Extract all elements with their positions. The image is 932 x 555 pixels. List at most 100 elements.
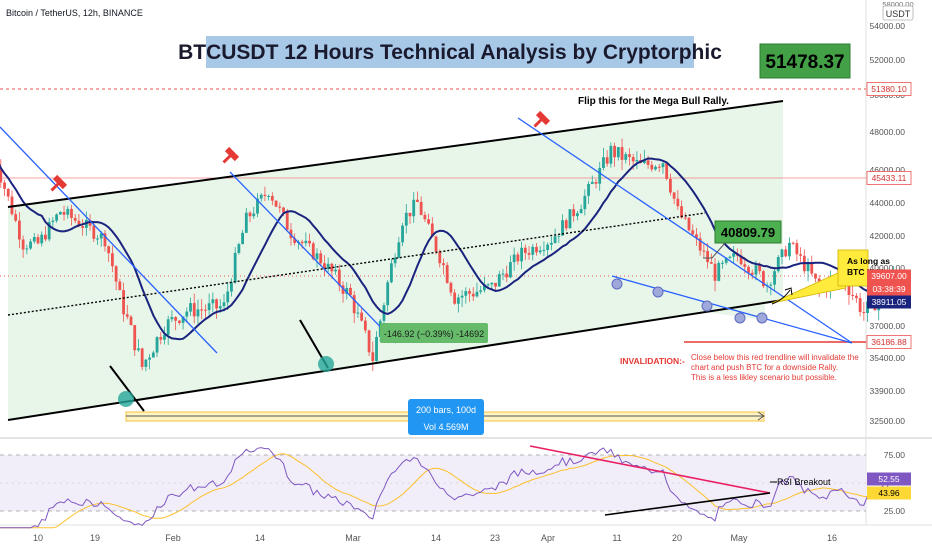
candle xyxy=(241,229,244,245)
candle-body xyxy=(304,240,308,244)
trendline-feb[interactable] xyxy=(229,171,397,344)
channel-lower-line[interactable] xyxy=(7,299,784,421)
candle-body xyxy=(542,249,546,251)
candle xyxy=(799,247,802,262)
candle xyxy=(479,285,483,295)
candle-body xyxy=(285,212,289,230)
candle-body xyxy=(6,188,10,197)
price-scale[interactable]: 54000.0052000.0050000.0048000.0046000.00… xyxy=(866,21,912,516)
candle-body xyxy=(412,199,416,217)
candle-body xyxy=(449,282,453,293)
candle xyxy=(416,191,419,203)
candle xyxy=(55,213,58,223)
candle-body xyxy=(747,266,750,273)
candle xyxy=(58,211,62,215)
candle-body xyxy=(613,145,616,158)
price-badge xyxy=(866,171,912,185)
candle-body xyxy=(791,242,795,244)
candle xyxy=(133,324,137,357)
candle-body xyxy=(635,160,639,162)
candle xyxy=(795,239,799,262)
candle xyxy=(151,350,155,358)
candle xyxy=(103,230,107,252)
title-box xyxy=(206,36,694,68)
price-tick-label: 46000.00 xyxy=(870,165,906,175)
currency-badge[interactable] xyxy=(882,5,914,21)
candle-body xyxy=(226,291,230,303)
swing-line-jan xyxy=(109,365,145,412)
candle xyxy=(501,268,505,281)
candle-body xyxy=(479,290,483,292)
candle-body xyxy=(706,250,709,263)
time-tick-label: Feb xyxy=(165,533,181,543)
candle xyxy=(196,299,200,324)
candle-body xyxy=(204,309,207,311)
mid-target-text: 40809.79 xyxy=(721,225,775,240)
candle xyxy=(390,258,393,284)
candle-body xyxy=(810,263,814,274)
time-tick-label: 14 xyxy=(431,533,441,543)
candle-body xyxy=(579,209,583,214)
candle xyxy=(434,235,438,255)
candle xyxy=(166,315,170,346)
candle-body xyxy=(207,303,211,311)
candle-body xyxy=(494,282,497,287)
trendline-jan[interactable] xyxy=(0,126,218,354)
candle-body xyxy=(300,241,304,244)
candle xyxy=(583,189,587,216)
candle-body xyxy=(646,160,650,165)
channel-mid-line[interactable] xyxy=(7,212,706,316)
candle-body xyxy=(780,249,784,258)
candle-body xyxy=(721,262,724,264)
candle xyxy=(549,236,553,251)
symbol-header[interactable]: Bitcoin / TetherUS, 12h, BINANCE xyxy=(6,8,143,18)
candle xyxy=(263,186,267,202)
candle-body xyxy=(594,181,598,184)
price-badge-label: 39607.00 xyxy=(871,271,907,281)
price-badge-label: 03:38:39 xyxy=(872,284,905,294)
candle xyxy=(806,258,810,282)
channel-upper-line[interactable] xyxy=(7,100,784,208)
candle xyxy=(397,236,401,259)
time-tick-label: Mar xyxy=(345,533,361,543)
date-range-vol-text: Vol 4.569M xyxy=(423,422,468,432)
candle xyxy=(568,209,572,229)
candle xyxy=(44,226,47,242)
candle xyxy=(267,194,271,201)
rsi-badge-label: 52.55 xyxy=(878,474,900,484)
candle-body xyxy=(568,209,572,229)
candle-body xyxy=(174,317,178,321)
candle xyxy=(73,213,77,224)
trendline-apr-lower[interactable] xyxy=(611,275,853,344)
candle xyxy=(114,265,118,291)
candle-body xyxy=(256,198,259,214)
candle-body xyxy=(345,287,349,294)
candle-body xyxy=(0,168,3,183)
rsi-upper-trendline[interactable] xyxy=(529,445,771,494)
candle-body xyxy=(122,290,125,315)
candle xyxy=(111,245,114,273)
price-tick-label: 33900.00 xyxy=(870,386,906,396)
candle xyxy=(159,331,163,345)
candle-body xyxy=(263,194,267,196)
rsi-lower-trendline[interactable] xyxy=(604,492,771,516)
trendline-apr-upper[interactable] xyxy=(517,117,853,344)
time-axis[interactable]: 10 19 Feb 14 Mar 14 23 Apr 11 20 May 16 xyxy=(33,533,837,543)
price-tick-label: 35400.00 xyxy=(870,353,906,363)
candle-body xyxy=(326,263,330,270)
candle xyxy=(706,243,709,269)
candle xyxy=(200,299,204,320)
candle-body xyxy=(691,230,695,235)
price-tick-label: 37000.00 xyxy=(870,321,906,331)
candle xyxy=(624,151,628,164)
callout-box xyxy=(837,249,869,287)
time-tick-label: 20 xyxy=(672,533,682,543)
callout-line-1: As long as xyxy=(847,256,890,266)
candle xyxy=(750,269,754,280)
candle xyxy=(211,292,215,313)
candle-body xyxy=(118,281,122,291)
rsi-badge-label: 43.96 xyxy=(878,488,900,498)
candle-body xyxy=(520,247,523,262)
candle-body xyxy=(233,252,237,283)
